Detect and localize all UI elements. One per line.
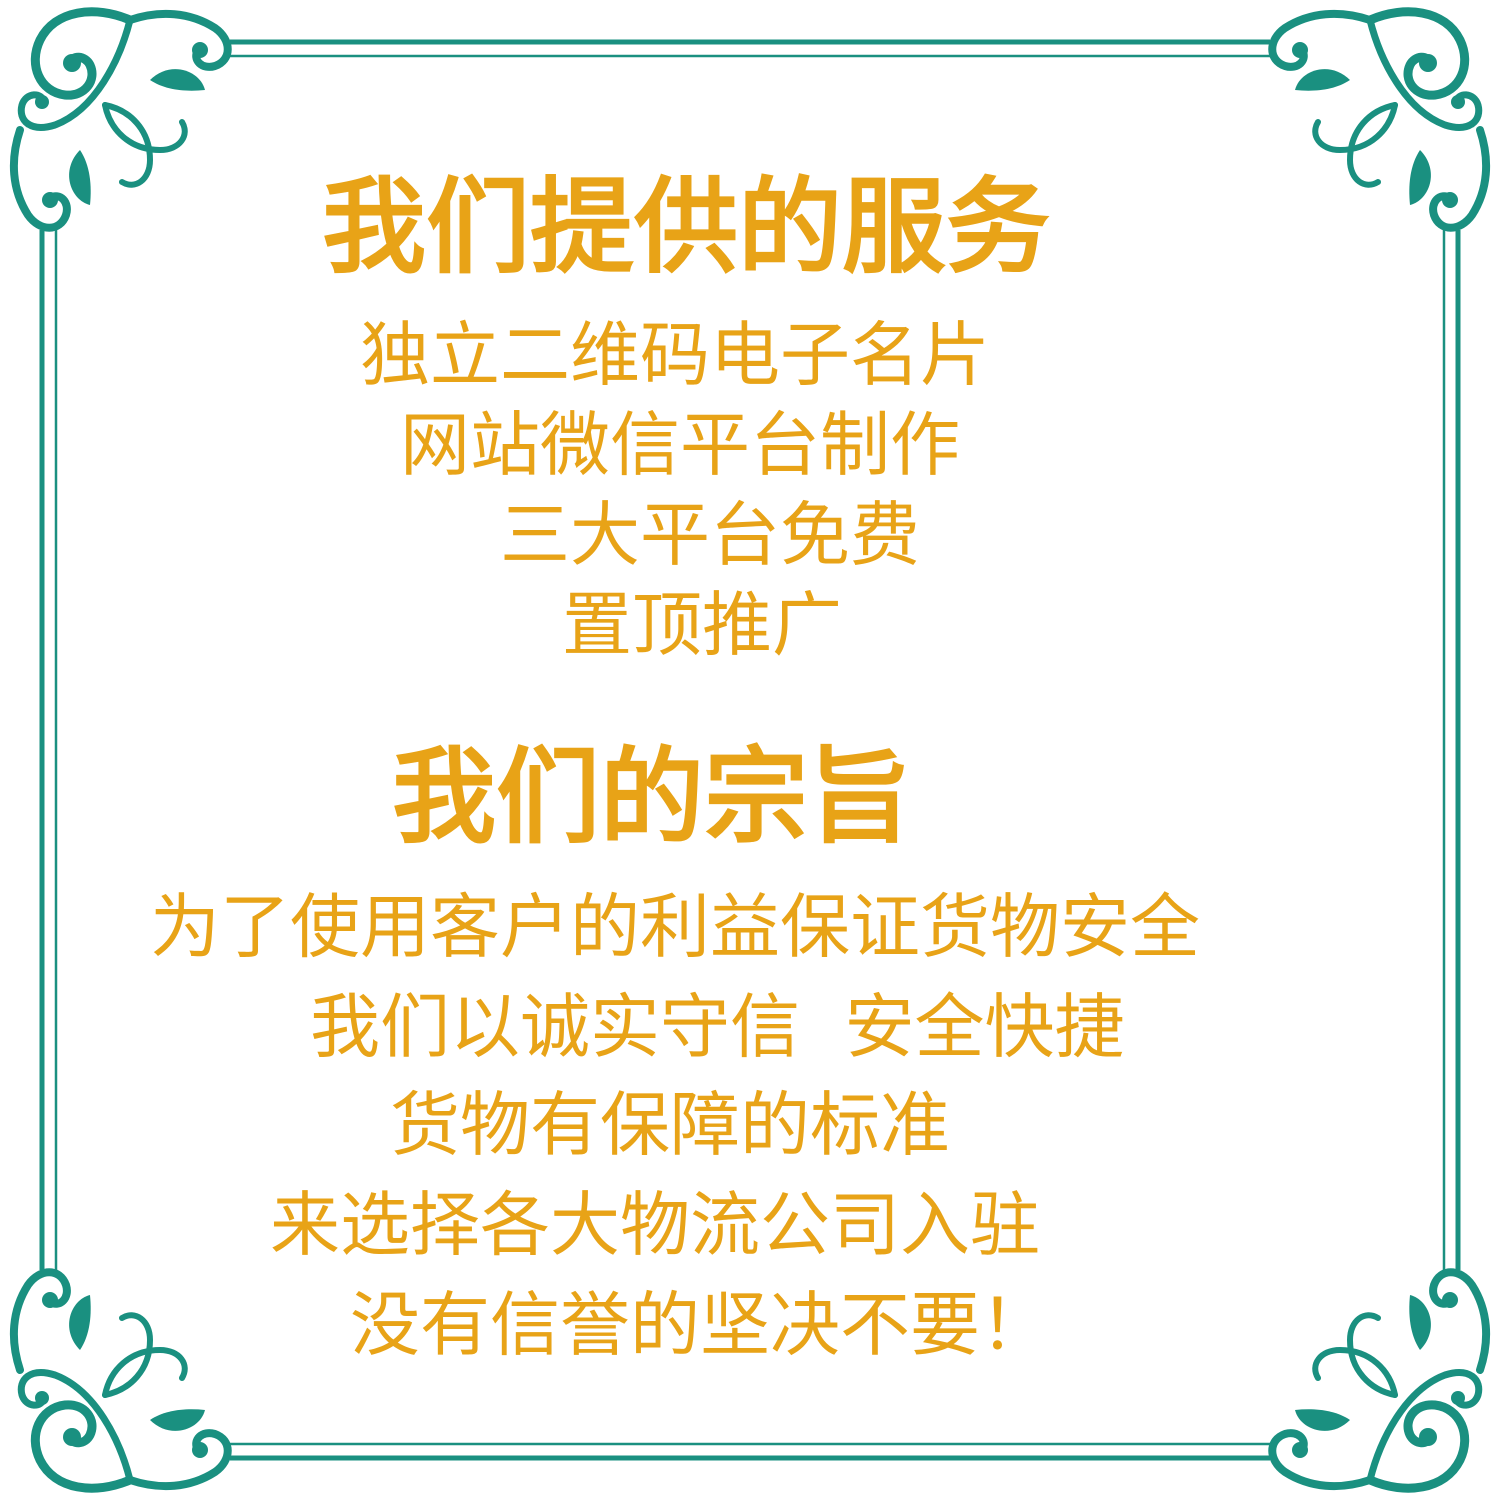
mission-item-5: 没有信誉的坚决不要！: [350, 1284, 1050, 1366]
corner-bottom-right-ornament: [1272, 1272, 1486, 1488]
services-title: 我们提供的服务: [322, 166, 1051, 288]
mission-item-3: 货物有保障的标准: [390, 1084, 950, 1166]
service-item-4: 置顶推广: [562, 584, 842, 666]
corner-bottom-left-ornament: [14, 1272, 228, 1488]
service-item-1: 独立二维码电子名片: [360, 314, 990, 396]
service-item-3: 三大平台免费: [500, 494, 920, 576]
corner-top-right-ornament: [1272, 12, 1486, 228]
service-item-2: 网站微信平台制作: [400, 404, 960, 486]
mission-item-1: 为了使用客户的利益保证货物安全: [150, 886, 1200, 968]
mission-item-2: 我们以诚实守信 安全快捷: [310, 986, 1125, 1068]
mission-item-4: 来选择各大物流公司入驻: [270, 1184, 1040, 1266]
mission-title: 我们的宗旨: [392, 736, 913, 858]
corner-top-left-ornament: [14, 12, 228, 228]
